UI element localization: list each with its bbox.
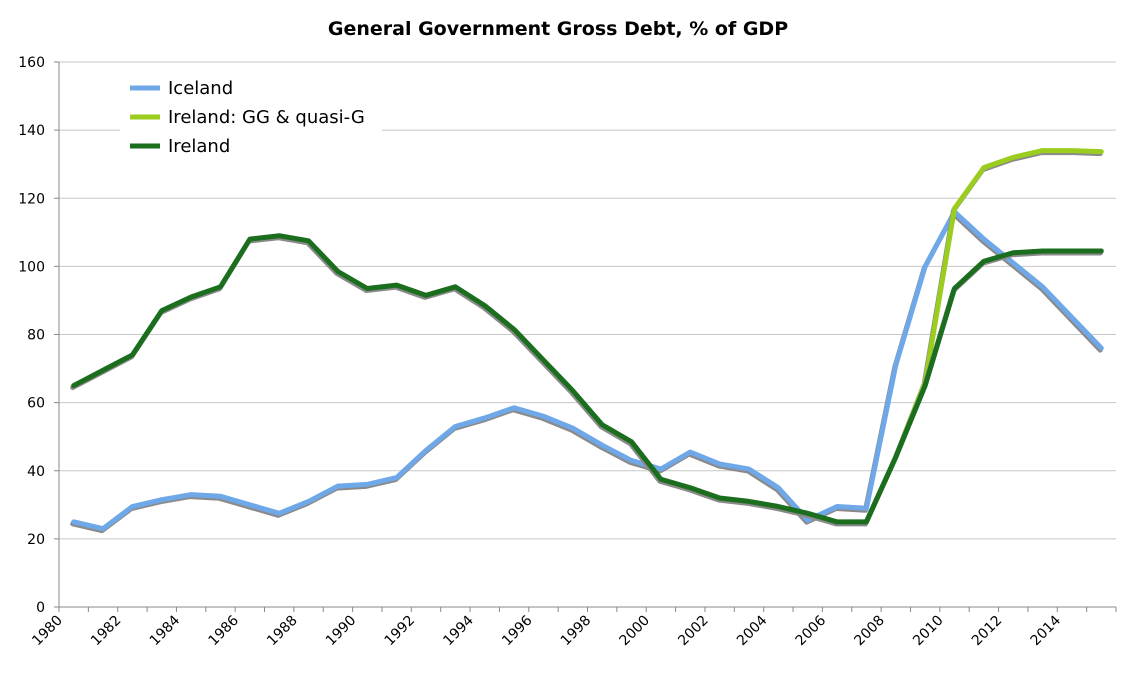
x-tick-label: 2008: [851, 613, 888, 650]
y-tick-label: 60: [27, 396, 45, 412]
plot-area: [70, 148, 1104, 534]
legend-label-iceland: Iceland: [168, 78, 233, 99]
chart-title: General Government Gross Debt, % of GDP: [328, 18, 788, 40]
x-tick-label: 1988: [264, 613, 301, 650]
y-tick-label: 140: [18, 123, 45, 139]
y-tick-label: 100: [18, 259, 45, 275]
y-tick-label: 120: [18, 191, 45, 207]
series-shadow-ireland-gg-quasi-g: [862, 150, 1103, 527]
series-line-iceland: [71, 209, 1104, 532]
x-tick-label: 1980: [29, 613, 66, 650]
x-tick-label: 2012: [969, 613, 1006, 650]
legend: Iceland Ireland: GG & quasi-G Ireland: [120, 72, 382, 164]
x-tick-label: 2014: [1028, 612, 1065, 649]
x-tick-label: 1994: [440, 612, 477, 649]
legend-background: [120, 72, 382, 164]
y-tick-label: 40: [27, 464, 45, 480]
y-tick-label: 0: [36, 600, 45, 616]
x-tick-label: 1984: [147, 612, 184, 649]
x-tick-label: 1992: [382, 613, 419, 650]
series-line-ireland: [71, 233, 1104, 525]
y-tick-label: 160: [18, 55, 45, 71]
x-tick-label: 2000: [617, 613, 654, 650]
legend-label-ireland-gg-quasi-g: Ireland: GG & quasi-G: [168, 107, 365, 128]
x-tick-label: 1996: [499, 612, 536, 649]
x-tick-label: 1986: [205, 612, 242, 649]
x-tick-label: 2006: [793, 612, 830, 649]
x-tick-label: 1998: [558, 613, 595, 650]
legend-label-ireland: Ireland: [168, 136, 230, 157]
x-tick-label: 2002: [675, 613, 712, 650]
x-tick-label: 2004: [734, 612, 771, 649]
x-tick-label: 1990: [323, 613, 360, 650]
y-tick-label: 20: [27, 532, 45, 548]
x-tick-label: 1982: [88, 613, 125, 650]
y-tick-label: 80: [27, 328, 45, 344]
x-tick-label: 2010: [910, 613, 947, 650]
